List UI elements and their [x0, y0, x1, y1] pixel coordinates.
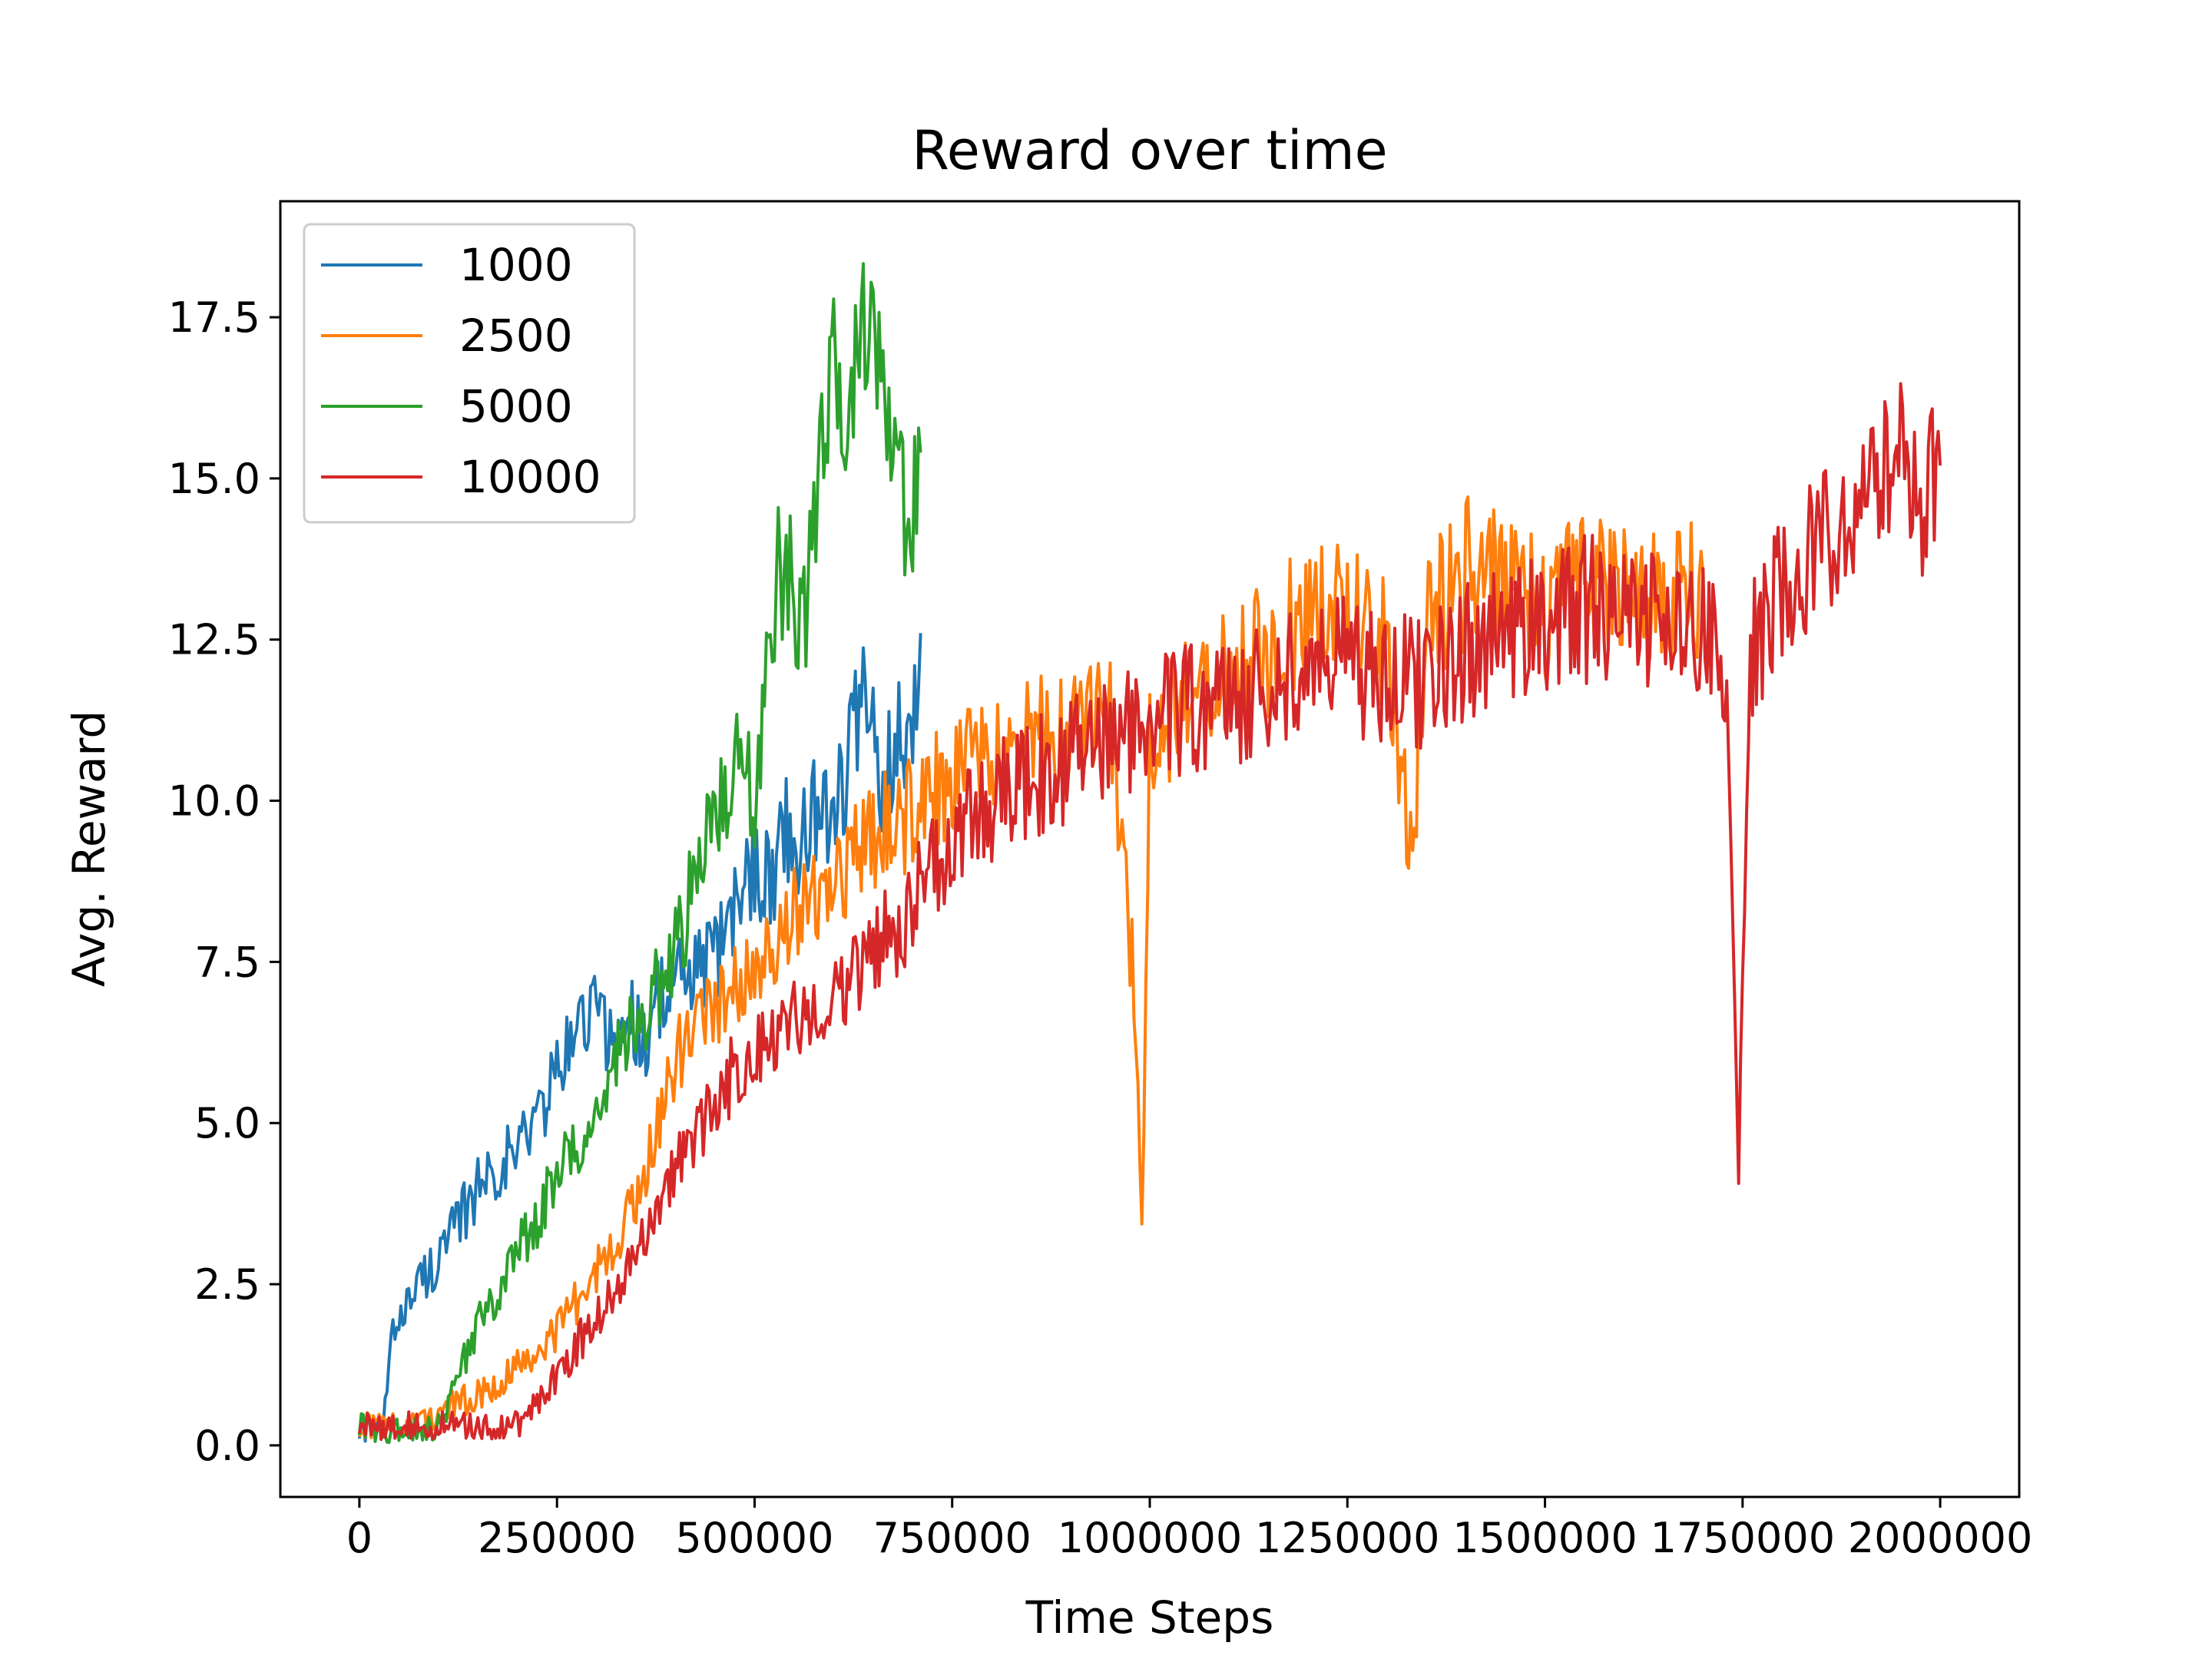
y-tick-label: 0.0 — [194, 1422, 260, 1470]
y-tick-label: 12.5 — [168, 616, 260, 664]
y-axis-label: Avg. Reward — [63, 710, 115, 987]
series-line-1000 — [357, 633, 922, 1443]
series-line-10000 — [357, 382, 1942, 1442]
x-tick-label: 500000 — [675, 1514, 833, 1562]
series-line-5000 — [357, 262, 922, 1444]
x-tick-label: 250000 — [478, 1514, 636, 1562]
legend-label-2500: 2500 — [459, 310, 573, 362]
x-tick-label: 1000000 — [1058, 1514, 1243, 1562]
y-tick-label: 15.0 — [168, 455, 260, 503]
x-tick-label: 1500000 — [1452, 1514, 1637, 1562]
chart-title: Reward over time — [912, 119, 1387, 182]
x-tick-label: 2000000 — [1848, 1514, 2033, 1562]
x-tick-label: 0 — [346, 1514, 373, 1562]
plot-area — [357, 262, 1942, 1444]
legend-label-1000: 1000 — [459, 239, 573, 291]
x-tick-label: 1250000 — [1255, 1514, 1440, 1562]
y-axis: 0.0 2.5 5.0 7.5 10.0 12.5 15.0 17.5 — [168, 293, 280, 1470]
x-axis-label: Time Steps — [1025, 1591, 1274, 1644]
x-tick-label: 750000 — [873, 1514, 1031, 1562]
y-tick-label: 7.5 — [194, 938, 260, 986]
x-axis: 0 250000 500000 750000 1000000 1250000 1500000… — [346, 1497, 2033, 1562]
x-tick-label: 1750000 — [1651, 1514, 1836, 1562]
legend-box — [303, 223, 636, 524]
y-tick-label: 5.0 — [194, 1099, 260, 1147]
y-tick-label: 17.5 — [168, 293, 260, 342]
legend: 1000 2500 5000 10000 — [303, 223, 636, 524]
legend-label-5000: 5000 — [459, 380, 573, 432]
y-tick-label: 10.0 — [168, 777, 260, 826]
y-tick-label: 2.5 — [194, 1260, 260, 1309]
legend-label-10000: 10000 — [459, 451, 601, 503]
series-line-2500 — [358, 495, 1705, 1439]
